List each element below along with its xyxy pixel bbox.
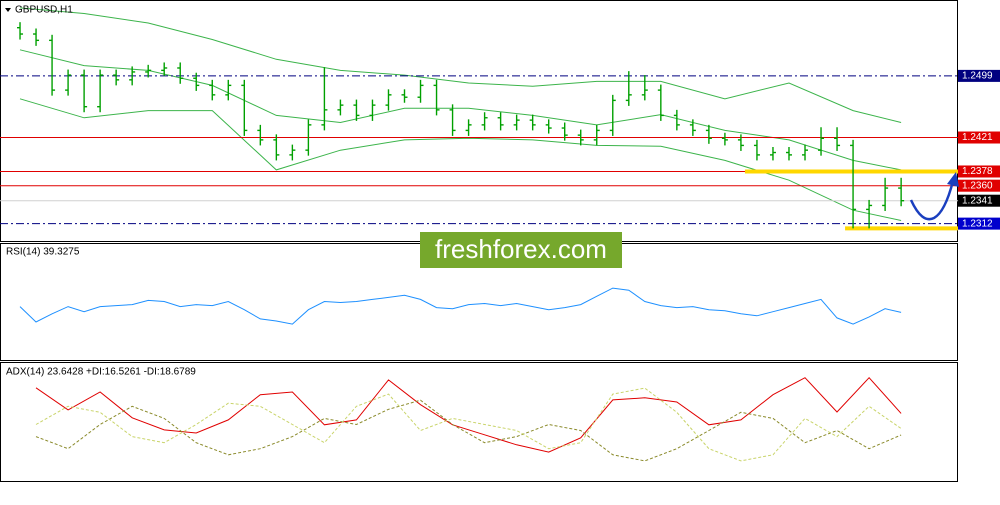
- price-tag: [958, 69, 1000, 82]
- price-tag: [958, 217, 1000, 230]
- band-lower: [19, 98, 902, 221]
- indicator-line: [35, 399, 902, 462]
- forecast-arrow: [909, 180, 955, 221]
- watermark-box: [420, 232, 622, 268]
- rsi-title: RSI(14) 39.3275: [6, 247, 80, 258]
- price-tag: [958, 194, 1000, 207]
- top-layer: 1.2499 1.2421 1.2378 1.2360 1.2341 1.2312: [958, 69, 1000, 230]
- price-tag-label: 1.2360: [962, 180, 993, 191]
- price-tag: [958, 179, 1000, 192]
- price-tag: [958, 131, 1000, 144]
- price-tag-label: 1.2312: [962, 218, 993, 229]
- adx-pane: [0, 362, 958, 482]
- indicator-line: [19, 287, 902, 325]
- forecast-arrow-head: [947, 172, 959, 187]
- band-middle: [19, 49, 902, 171]
- indicator-line: [35, 376, 902, 453]
- main-pane: [0, 0, 958, 242]
- price-tag-label: 1.2421: [962, 132, 993, 143]
- price-tag-label: 1.2378: [962, 166, 993, 177]
- price-tag-label: 1.2499: [962, 71, 993, 82]
- menu-triangle: [5, 8, 11, 12]
- watermark: freshforex.com: [435, 234, 607, 264]
- adx-title: ADX(14) 23.6428 +DI:16.5261 -DI:18.6789: [6, 367, 196, 378]
- marks-layer: [0, 7, 958, 462]
- price-tag: [958, 165, 1000, 178]
- chart-title: GBPUSD,H1: [15, 5, 73, 16]
- price-tag-label: 1.2341: [962, 195, 993, 206]
- indicator-line: [35, 387, 902, 462]
- band-upper: [19, 7, 902, 123]
